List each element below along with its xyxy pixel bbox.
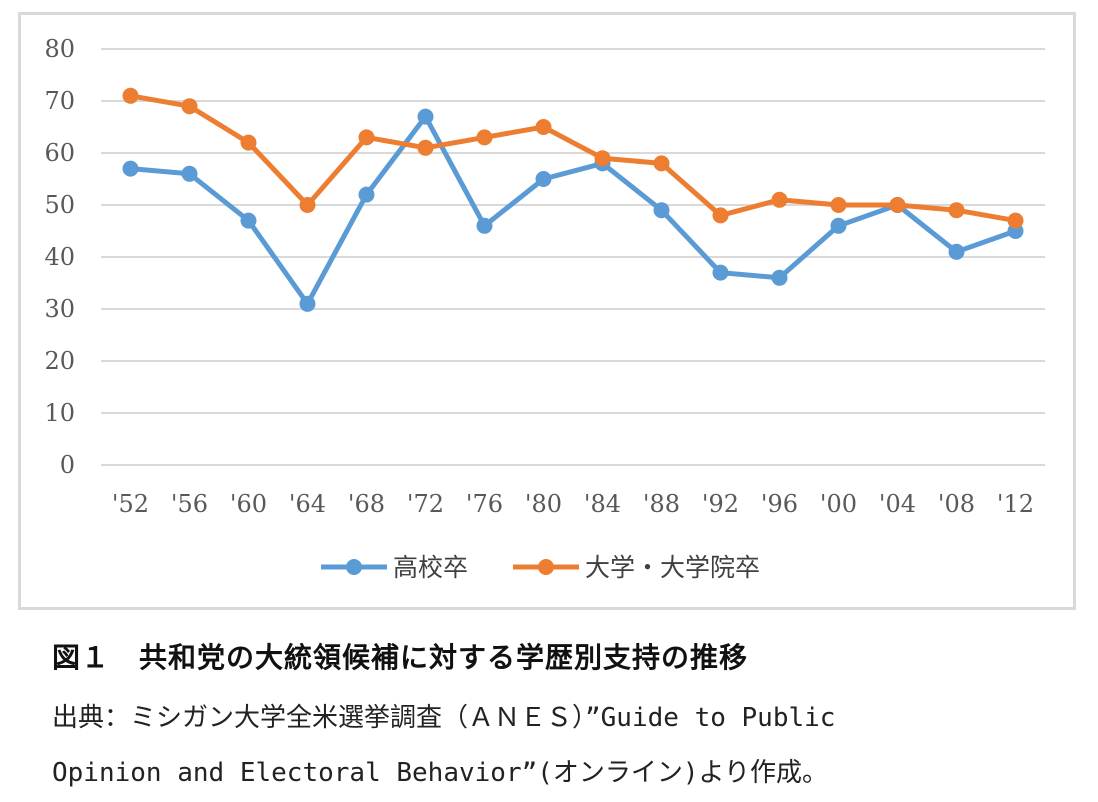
data-point-series-2: [889, 197, 906, 213]
figure-title: 図１ 共和党の大統領候補に対する学歴別支持の推移: [52, 641, 749, 674]
source-note-line-2: Opinion and Electoral Behavior”(オンライン)より…: [52, 758, 829, 788]
x-tick-label: '68: [348, 490, 385, 518]
x-tick-label: '80: [525, 490, 562, 518]
data-point-series-2: [240, 134, 257, 151]
legend-marker-1: [346, 559, 362, 575]
x-tick-label: '56: [171, 490, 208, 518]
y-tick-label: 60: [44, 139, 75, 167]
data-point-series-2: [358, 129, 375, 146]
data-point-series-2: [535, 119, 552, 135]
x-tick-label: '00: [820, 490, 857, 518]
x-tick-label: '64: [289, 490, 326, 518]
data-point-series-2: [476, 129, 493, 146]
legend-label-1: 高校卒: [393, 553, 468, 582]
y-tick-label: 30: [44, 295, 75, 323]
x-tick-label: '92: [702, 490, 739, 518]
data-point-series-2: [948, 202, 965, 219]
x-tick-label: '12: [997, 490, 1034, 518]
x-tick-label: '84: [584, 490, 621, 518]
data-point-series-1: [417, 108, 434, 125]
x-tick-label: '08: [938, 490, 975, 518]
data-point-series-2: [771, 191, 788, 208]
data-point-series-1: [299, 295, 316, 312]
chart-frame: 0 10 20 30 40 50 60 70 80 '52 '56 '60 '64 '68 '72 '76 '8…: [18, 12, 1076, 610]
data-point-series-2: [122, 87, 139, 104]
x-tick-label: '04: [879, 490, 916, 518]
data-point-series-1: [948, 243, 965, 260]
data-point-series-1: [240, 212, 257, 229]
x-tick-label: '96: [761, 490, 798, 518]
y-tick-label: 0: [60, 451, 75, 479]
y-tick-label: 70: [44, 87, 75, 115]
legend-marker-2: [538, 559, 554, 575]
data-point-series-2: [653, 155, 670, 172]
data-point-series-1: [653, 202, 670, 219]
line-chart: 0 10 20 30 40 50 60 70 80 '52 '56 '60 '64 '68 '72 '76 '8…: [44, 35, 1045, 582]
data-point-series-1: [476, 217, 493, 234]
series-line-2: [128, 93, 1018, 224]
y-tick-label: 20: [44, 347, 75, 375]
data-point-series-1: [535, 171, 552, 187]
data-point-series-1: [830, 217, 847, 234]
data-point-series-1: [771, 269, 788, 286]
y-tick-label: 10: [44, 399, 75, 427]
data-point-series-2: [299, 197, 316, 213]
data-point-series-2: [1007, 212, 1024, 229]
data-point-series-2: [594, 150, 611, 167]
source-note-line-1: 出典：ミシガン大学全米選挙調査（ＡＮＥＳ）”Guide to Public: [52, 703, 836, 733]
y-tick-label: 50: [44, 191, 75, 219]
data-point-series-1: [181, 165, 198, 182]
series-line-1: [128, 114, 1018, 307]
y-tick-label: 80: [44, 35, 75, 63]
data-point-series-2: [830, 197, 847, 213]
x-tick-label: '60: [230, 490, 267, 518]
data-point-series-1: [122, 160, 139, 177]
x-tick-label: '76: [466, 490, 503, 518]
data-point-series-2: [181, 98, 198, 115]
x-tick-label: '88: [643, 490, 680, 518]
legend-label-2: 大学・大学院卒: [585, 553, 760, 582]
data-point-series-2: [417, 139, 434, 156]
y-tick-label: 40: [44, 243, 75, 271]
data-point-series-1: [358, 186, 375, 203]
x-tick-label: '52: [112, 490, 149, 518]
data-point-series-1: [712, 264, 729, 281]
x-tick-label: '72: [407, 490, 444, 518]
data-point-series-2: [712, 207, 729, 224]
